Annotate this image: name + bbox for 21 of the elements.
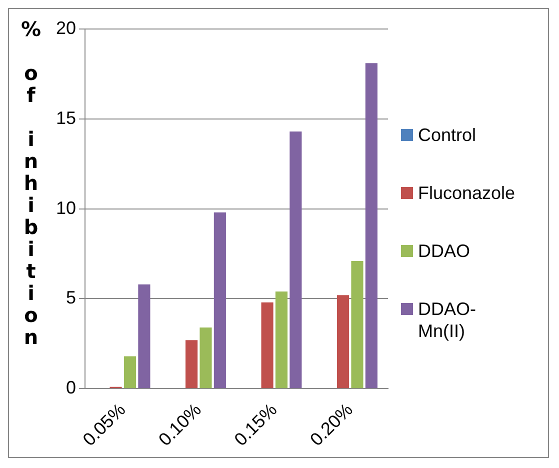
legend-label: Fluconazole [418, 182, 516, 204]
y-axis-title: % of inhibition [18, 16, 44, 349]
bar [124, 356, 136, 388]
legend-label: DDAO-Mn(II) [418, 298, 477, 342]
bar [275, 292, 288, 388]
bar [365, 63, 378, 388]
bar [138, 284, 150, 388]
y-tick-label: 20 [56, 18, 76, 38]
bar [336, 295, 350, 388]
legend-label: DDAO [418, 240, 472, 262]
bar [214, 212, 226, 388]
bar [200, 328, 212, 388]
bar [261, 302, 274, 388]
y-tick-label: 0 [66, 378, 76, 398]
bar [186, 340, 198, 388]
legend-label: Control [418, 124, 478, 146]
y-tick-label: 5 [66, 288, 76, 308]
bar [351, 260, 364, 388]
y-tick-label: 15 [56, 108, 76, 128]
y-tick-label: 10 [56, 198, 76, 218]
bar [290, 131, 302, 388]
